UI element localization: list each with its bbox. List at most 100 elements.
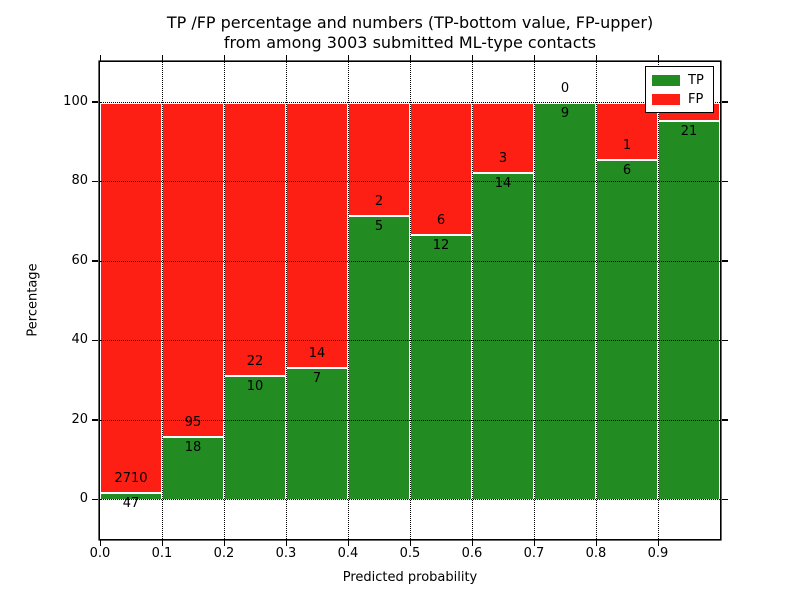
legend: TP FP [645, 66, 714, 113]
fp-count-label: 14 [308, 345, 326, 361]
x-tick-mark [409, 540, 411, 546]
tp-count-label: 6 [622, 162, 632, 178]
chart-title-line2: from among 3003 submitted ML-type contac… [223, 33, 597, 52]
fp-count-label: 2710 [114, 471, 148, 487]
y-tick-mark [92, 101, 98, 103]
y-tick-mark-right [722, 419, 728, 421]
tp-bar-segment [534, 101, 596, 500]
legend-item-tp: TP [652, 74, 707, 87]
tp-count-label: 21 [680, 123, 698, 139]
gridlines-layer [100, 62, 720, 539]
x-tick-mark-top [161, 55, 163, 61]
tp-count-label: 9 [560, 105, 570, 121]
fp-color-swatch [652, 93, 680, 105]
fp-count-label: 6 [436, 213, 446, 229]
y-tick-label: 60 [71, 252, 88, 268]
tp-bar-segment [658, 119, 720, 500]
vertical-gridline [658, 62, 659, 539]
fp-count-label: 0 [560, 80, 570, 96]
tp-count-label: 14 [494, 175, 512, 191]
y-tick-mark [92, 498, 98, 500]
y-tick-label: 40 [71, 332, 88, 348]
fp-count-label: 1 [622, 137, 632, 153]
y-tick-label: 80 [71, 173, 88, 189]
tp-bar-segment [162, 435, 224, 500]
vertical-gridline [162, 62, 163, 539]
vertical-gridline [472, 62, 473, 539]
x-tick-mark [99, 540, 101, 546]
bar-labels-layer: 2710 47 95 18 22 10 14 7 2 5 6 12 3 14 0 9 1 6 21 [100, 62, 720, 539]
y-tick-mark-right [722, 339, 728, 341]
tp-bar-segment [472, 171, 534, 500]
fp-bar-segment [162, 101, 224, 436]
y-tick-mark-right [722, 180, 728, 182]
x-tick-label: 0.0 [89, 546, 111, 561]
fp-bar-segment [286, 101, 348, 367]
vertical-gridline [596, 62, 597, 539]
tp-bar-segment [410, 234, 472, 500]
legend-label-tp: TP [688, 72, 704, 88]
fp-count-label: 3 [498, 150, 508, 166]
x-tick-label: 0.4 [337, 546, 359, 561]
tp-count-label: 47 [122, 496, 140, 512]
tp-count-label: 12 [432, 238, 450, 254]
x-tick-label: 0.3 [275, 546, 297, 561]
tp-bar-segment [100, 492, 162, 500]
x-tick-mark [471, 540, 473, 546]
vertical-gridline [348, 62, 349, 539]
x-tick-mark-top [595, 55, 597, 61]
x-tick-mark [223, 540, 225, 546]
x-tick-label: 0.5 [399, 546, 421, 561]
tp-bar-segment [224, 375, 286, 500]
y-tick-mark [92, 339, 98, 341]
x-tick-mark-top [471, 55, 473, 61]
x-tick-mark-top [409, 55, 411, 61]
x-tick-mark [161, 540, 163, 546]
tp-bar-segment [286, 366, 348, 500]
chart-title-line1: TP /FP percentage and numbers (TP-bottom… [166, 13, 654, 32]
fp-bar-segment [472, 101, 534, 172]
x-tick-label: 0.6 [461, 546, 483, 561]
y-tick-mark-right [722, 260, 728, 262]
tp-bar-segment [348, 215, 410, 500]
x-tick-mark [285, 540, 287, 546]
y-axis-label: Percentage [25, 263, 41, 337]
vertical-gridline [410, 62, 411, 539]
plot-area: 2710 47 95 18 22 10 14 7 2 5 6 12 3 14 0 9 1 6 21 TP FP [100, 62, 720, 539]
x-tick-mark-top [285, 55, 287, 61]
x-tick-label: 0.2 [213, 546, 235, 561]
x-tick-mark [533, 540, 535, 546]
y-tick-mark-right [722, 498, 728, 500]
y-tick-mark [92, 260, 98, 262]
legend-label-fp: FP [688, 91, 704, 107]
x-tick-mark-top [533, 55, 535, 61]
y-tick-label: 20 [71, 411, 88, 427]
vertical-gridline [534, 62, 535, 539]
tp-count-label: 5 [374, 219, 384, 235]
x-tick-label: 0.8 [585, 546, 607, 561]
x-tick-label: 0.1 [151, 546, 173, 561]
fp-bar-segment [100, 101, 162, 493]
x-tick-mark [595, 540, 597, 546]
y-tick-mark [92, 180, 98, 182]
fp-count-label: 2 [374, 194, 384, 210]
y-tick-label: 100 [63, 93, 88, 109]
tp-count-label: 7 [312, 370, 322, 386]
vertical-gridline [224, 62, 225, 539]
x-tick-label: 0.7 [523, 546, 545, 561]
x-tick-mark-top [99, 55, 101, 61]
x-tick-mark-top [657, 55, 659, 61]
y-tick-mark-right [722, 101, 728, 103]
x-tick-label: 0.9 [647, 546, 669, 561]
chart-title: TP /FP percentage and numbers (TP-bottom… [100, 13, 720, 53]
fp-count-label: 22 [246, 354, 264, 370]
tp-count-label: 10 [246, 379, 264, 395]
tp-color-swatch [652, 74, 680, 86]
bars-layer [100, 62, 720, 539]
x-tick-mark [347, 540, 349, 546]
x-tick-mark [657, 540, 659, 546]
legend-item-fp: FP [652, 93, 707, 106]
y-tick-label: 0 [79, 491, 88, 507]
tp-count-label: 18 [184, 439, 202, 455]
